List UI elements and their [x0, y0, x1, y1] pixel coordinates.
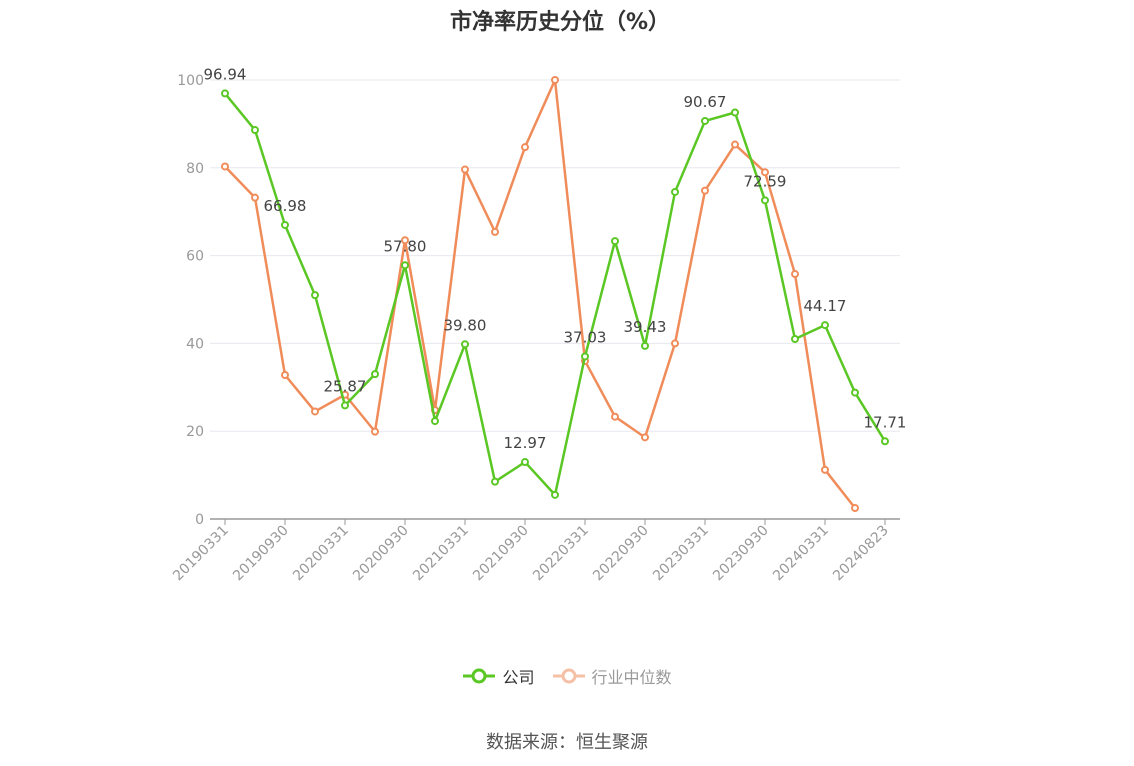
legend: 公司 行业中位数 [0, 664, 1134, 688]
x-tick-label: 20240823 [830, 523, 892, 585]
data-point[interactable] [551, 490, 559, 499]
data-point[interactable] [521, 143, 529, 152]
data-point[interactable] [371, 427, 379, 436]
data-point[interactable] [221, 89, 229, 98]
x-tick-label: 20230930 [710, 523, 772, 585]
data-point[interactable] [521, 458, 529, 467]
data-point[interactable] [731, 108, 739, 117]
data-point[interactable] [641, 341, 649, 350]
legend-label-company: 公司 [502, 668, 535, 687]
data-point[interactable] [821, 465, 829, 474]
data-label: 25.87 [324, 377, 367, 395]
chart-title: 市净率历史分位（%） [449, 10, 671, 35]
data-point[interactable] [281, 371, 289, 380]
data-point[interactable] [611, 412, 619, 421]
data-point[interactable] [431, 417, 439, 426]
legend-item-company[interactable]: 公司 [462, 664, 534, 688]
data-point[interactable] [251, 126, 259, 135]
data-label: 57.80 [384, 237, 427, 255]
data-point[interactable] [341, 401, 349, 410]
data-point[interactable] [611, 237, 619, 246]
data-point[interactable] [251, 193, 259, 202]
data-point[interactable] [881, 437, 889, 446]
axes: 0 20 40 60 80 100 2019033120190930202003312020… [170, 73, 900, 584]
legend-industry-marker-icon [552, 668, 585, 684]
x-tick-label: 20220331 [530, 523, 592, 585]
data-label: 37.03 [564, 328, 607, 346]
data-point[interactable] [731, 140, 739, 149]
data-label: 39.43 [624, 318, 667, 336]
data-point[interactable] [671, 187, 679, 196]
data-point[interactable] [671, 339, 679, 348]
data-point[interactable] [491, 227, 499, 236]
data-label: 72.59 [744, 172, 787, 190]
y-tick-label: 20 [186, 424, 204, 440]
data-label: 44.17 [804, 297, 847, 315]
data-point[interactable] [491, 477, 499, 486]
data-point[interactable] [701, 186, 709, 195]
series [221, 76, 889, 513]
series-line-0 [224, 92, 887, 497]
data-point[interactable] [461, 340, 469, 349]
data-point[interactable] [761, 196, 769, 205]
data-point[interactable] [311, 407, 319, 416]
x-tick-label: 20210930 [470, 523, 532, 585]
source-text: 数据来源：恒生聚源 [486, 732, 648, 753]
x-tick-label: 20220930 [590, 523, 652, 585]
legend-label-industry-median: 行业中位数 [591, 668, 672, 687]
data-point[interactable] [401, 236, 409, 245]
x-tick-label: 20230331 [650, 523, 712, 585]
y-tick-label: 60 [186, 249, 204, 265]
x-tick-label: 20190331 [170, 523, 232, 585]
data-point[interactable] [791, 335, 799, 344]
grid-lines [210, 79, 900, 432]
y-tick-label: 40 [186, 336, 204, 352]
data-point[interactable] [371, 370, 379, 379]
data-label: 39.80 [444, 316, 487, 334]
data-point[interactable] [221, 162, 229, 171]
data-point[interactable] [311, 291, 319, 300]
x-tick-label: 20190930 [230, 523, 292, 585]
data-point[interactable] [401, 261, 409, 270]
x-tick-label: 20200930 [350, 523, 412, 585]
data-label: 66.98 [264, 197, 307, 215]
x-tick-label: 20200331 [290, 523, 352, 585]
data-point[interactable] [761, 168, 769, 177]
data-point[interactable] [791, 270, 799, 279]
legend-item-industry-median[interactable]: 行业中位数 [552, 664, 672, 688]
data-label: 12.97 [504, 434, 547, 452]
data-point[interactable] [821, 321, 829, 330]
data-label: 96.94 [204, 65, 247, 83]
legend-company-marker-icon [463, 668, 496, 684]
y-tick-label: 80 [186, 161, 204, 177]
y-tick-label: 100 [177, 73, 204, 89]
y-tick-label: 0 [195, 512, 204, 528]
x-tick-label: 20240331 [770, 523, 832, 585]
data-point[interactable] [641, 433, 649, 442]
data-label: 17.71 [864, 413, 907, 431]
data-point[interactable] [551, 76, 559, 84]
data-labels: 96.94 66.98 25.87 57.80 39.80 12.97 37.03 39.43… [204, 65, 907, 452]
data-point[interactable] [701, 116, 709, 125]
data-label: 90.67 [684, 93, 727, 111]
data-point[interactable] [851, 504, 859, 513]
data-point[interactable] [851, 388, 859, 397]
data-point[interactable] [281, 220, 289, 229]
x-tick-label: 20210331 [410, 523, 472, 585]
data-point[interactable] [461, 165, 469, 174]
data-point[interactable] [581, 352, 589, 361]
